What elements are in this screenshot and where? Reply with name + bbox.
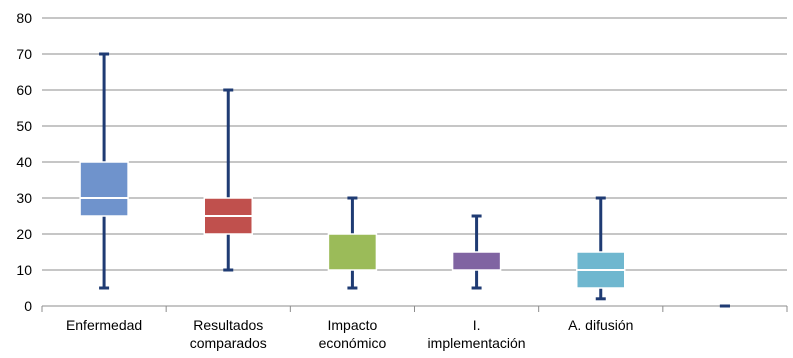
y-tick-label: 20 xyxy=(16,226,32,242)
y-tick-label: 50 xyxy=(16,118,32,134)
box-iqr xyxy=(79,161,129,217)
x-category-label: Impacto xyxy=(328,317,378,333)
x-category-label: I. xyxy=(473,317,481,333)
box-series xyxy=(79,52,730,308)
box-4 xyxy=(576,196,626,301)
gridlines xyxy=(42,17,787,307)
x-category-label: Enfermedad xyxy=(66,317,142,333)
box-0 xyxy=(79,52,129,290)
x-category-label: comparados xyxy=(190,335,267,351)
y-tick-label: 40 xyxy=(16,154,32,170)
y-tick-label: 60 xyxy=(16,82,32,98)
x-category-label: Resultados xyxy=(193,317,263,333)
x-category-label: A. difusión xyxy=(568,317,633,333)
y-tick-label: 30 xyxy=(16,190,32,206)
box-iqr xyxy=(327,233,378,271)
x-category-label: económico xyxy=(319,335,387,351)
x-axis-category-labels: Enfermedad Resultados comparados Impacto eco… xyxy=(66,317,633,351)
box-2 xyxy=(327,196,378,290)
y-tick-label: 80 xyxy=(16,10,32,26)
y-tick-label: 0 xyxy=(24,298,32,314)
x-category-label: implementación xyxy=(428,335,526,351)
y-tick-label: 70 xyxy=(16,46,32,62)
box-iqr xyxy=(451,251,502,271)
y-axis-tick-labels: 0 10 20 30 40 50 60 70 80 xyxy=(16,10,32,314)
x-axis xyxy=(41,306,788,312)
box-3 xyxy=(451,214,502,290)
y-tick-label: 10 xyxy=(16,262,32,278)
box-1 xyxy=(203,88,253,272)
